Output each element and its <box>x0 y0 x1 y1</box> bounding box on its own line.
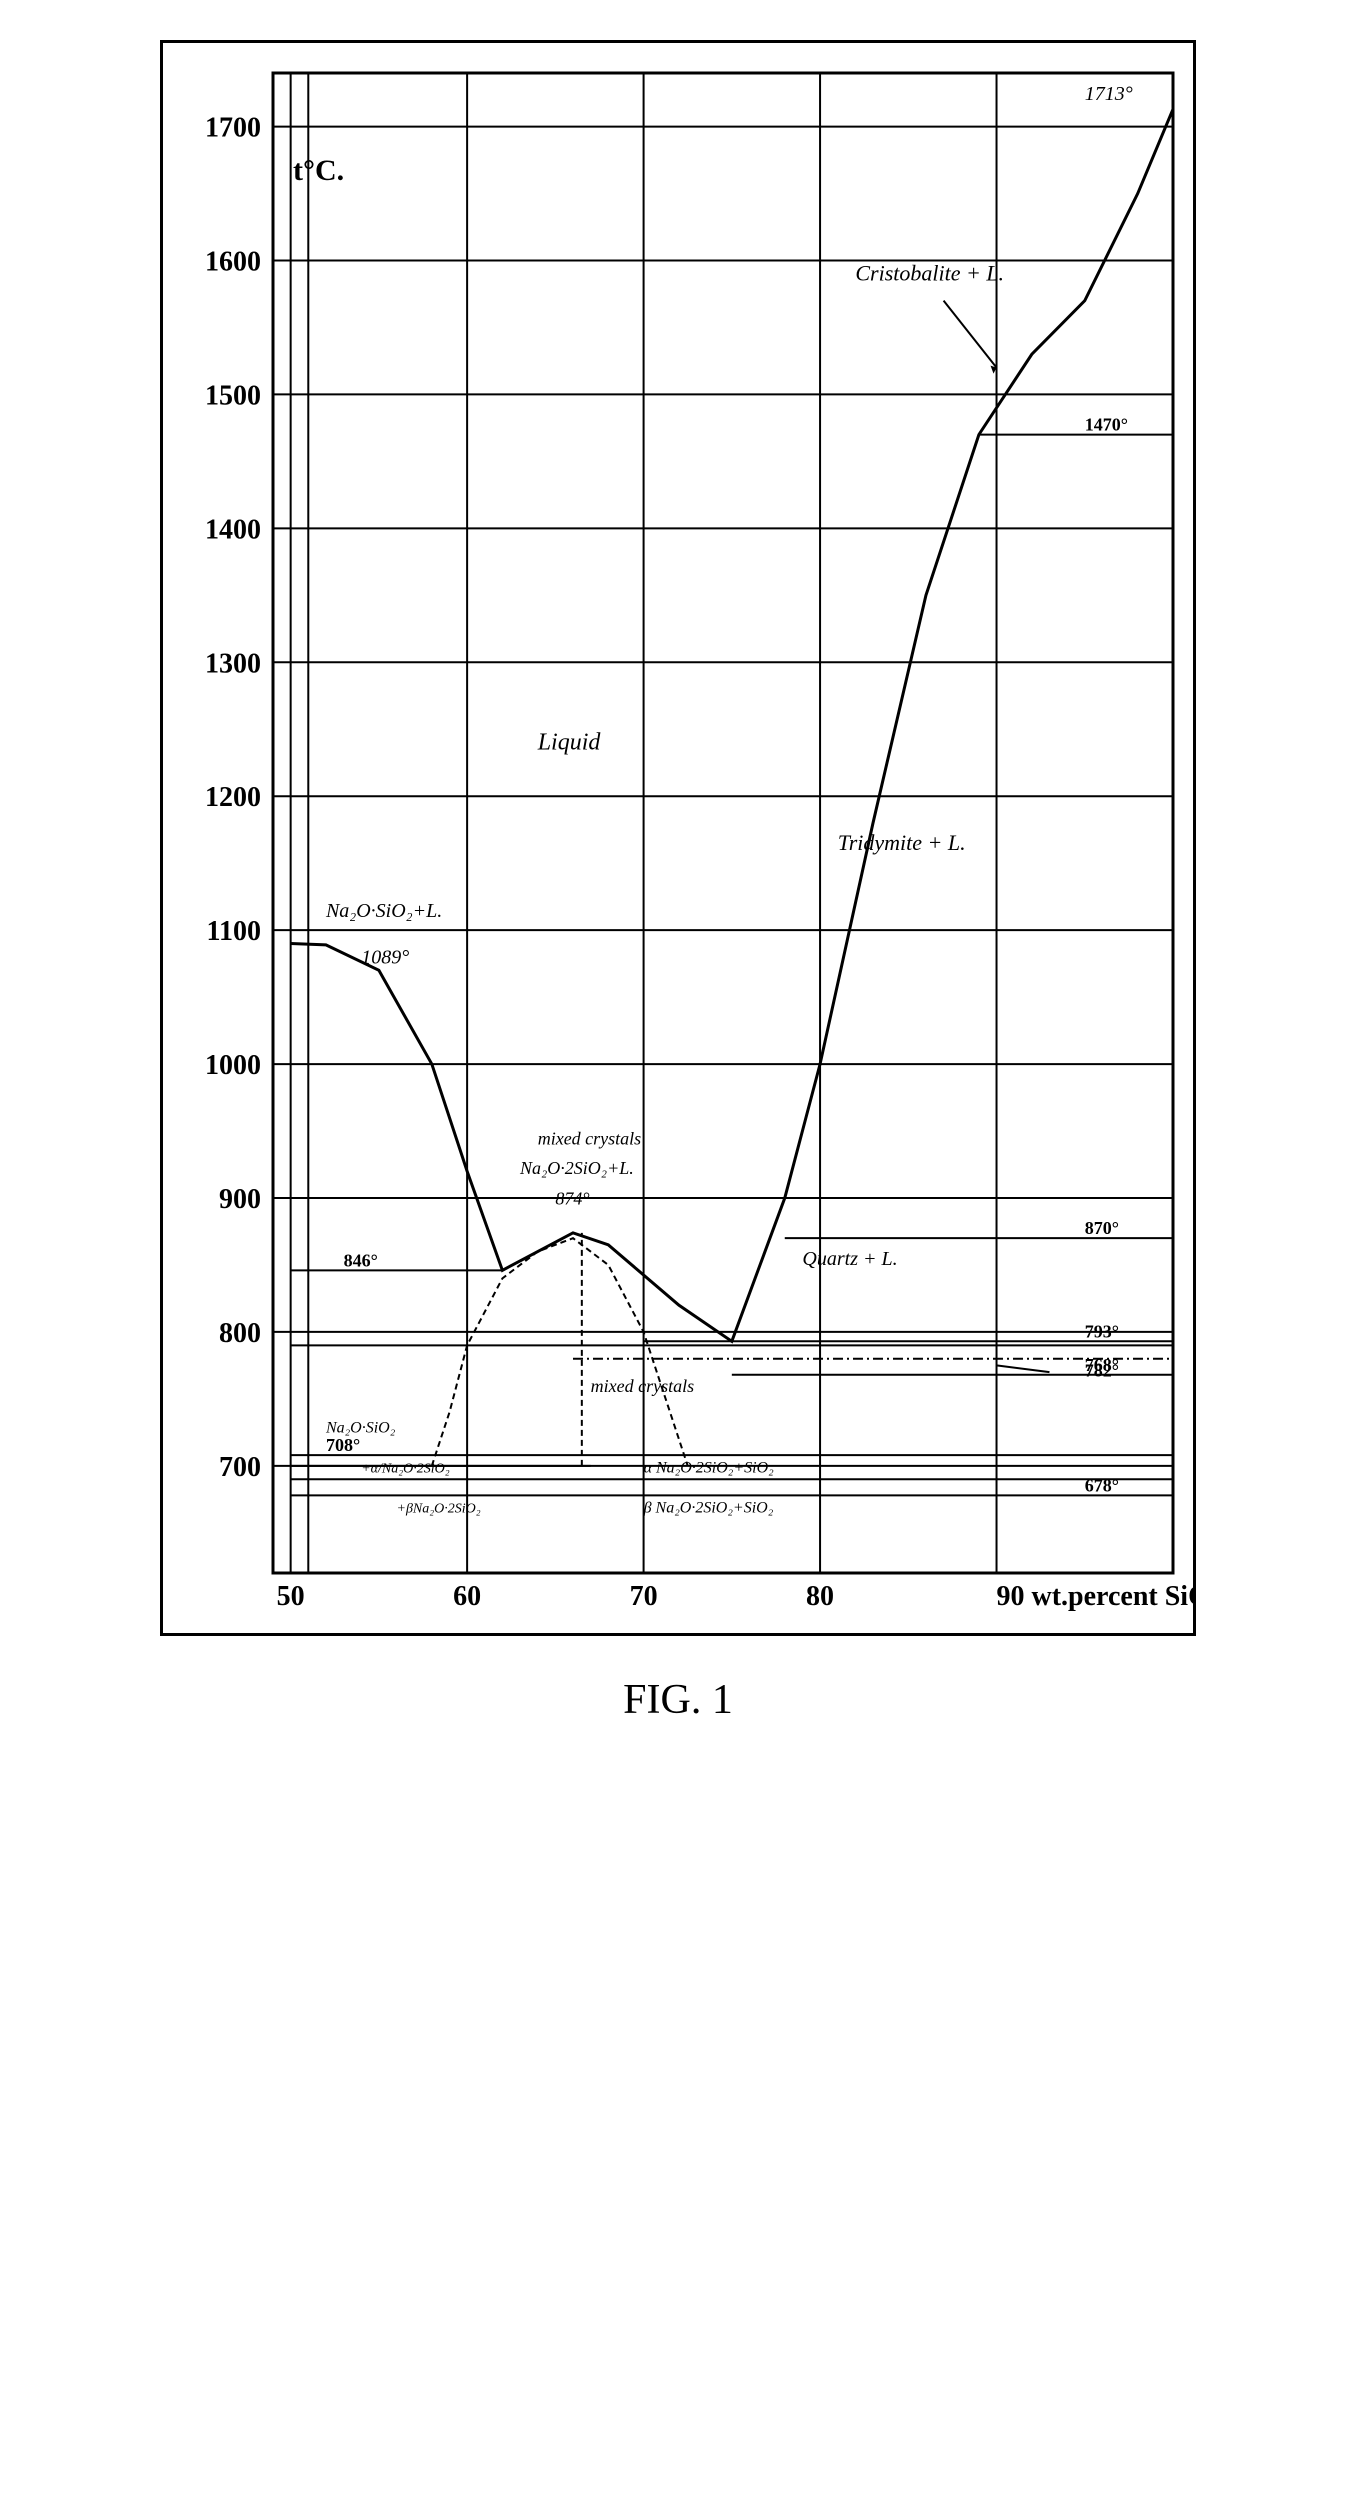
svg-text:1500: 1500 <box>205 380 261 411</box>
liquidus-curve <box>291 109 1173 1341</box>
svg-text:90 wt.percent SiO₂: 90 wt.percent SiO₂ <box>997 1581 1193 1612</box>
svg-text:1400: 1400 <box>205 514 261 545</box>
svg-text:1470°: 1470° <box>1085 415 1128 435</box>
svg-text:mixed crystals: mixed crystals <box>538 1128 641 1148</box>
svg-text:Quartz + L.: Quartz + L. <box>802 1248 897 1270</box>
svg-text:Na₂O·SiO₂+L.: Na₂O·SiO₂+L. <box>325 900 442 922</box>
phase-diagram-chart: 700 800 900 1000 1100 1200 1300 1400 1500 1600 170… <box>160 40 1196 1636</box>
svg-text:1089°: 1089° <box>361 947 409 969</box>
svg-text:50: 50 <box>277 1581 305 1612</box>
svg-text:1600: 1600 <box>205 247 261 278</box>
svg-text:1000: 1000 <box>205 1050 261 1081</box>
svg-text:Na₂O·2SiO₂+L.: Na₂O·2SiO₂+L. <box>519 1158 634 1178</box>
svg-text:t°C.: t°C. <box>293 154 344 187</box>
svg-text:70: 70 <box>630 1581 658 1612</box>
svg-text:β Na₂O·2SiO₂+SiO₂: β Na₂O·2SiO₂+SiO₂ <box>643 1500 774 1517</box>
svg-text:700: 700 <box>219 1452 261 1483</box>
svg-text:Cristobalite + L.: Cristobalite + L. <box>855 261 1004 286</box>
svg-text:874°: 874° <box>555 1189 589 1209</box>
svg-text:793°: 793° <box>1085 1321 1119 1341</box>
svg-text:1200: 1200 <box>205 782 261 813</box>
svg-text:1300: 1300 <box>205 648 261 679</box>
svg-text:Tridymite + L.: Tridymite + L. <box>838 830 966 855</box>
svg-text:α Na₂O·2SiO₂+SiO₂: α Na₂O·2SiO₂+SiO₂ <box>644 1460 775 1477</box>
svg-text:846°: 846° <box>344 1250 378 1270</box>
svg-text:1700: 1700 <box>205 113 261 144</box>
svg-text:1713°: 1713° <box>1085 83 1133 105</box>
svg-text:900: 900 <box>219 1184 261 1215</box>
chart-svg: 700 800 900 1000 1100 1200 1300 1400 1500 1600 170… <box>163 43 1193 1633</box>
figure-caption: FIG. 1 <box>623 1676 733 1724</box>
svg-text:708°: 708° <box>326 1435 360 1455</box>
svg-text:782°: 782° <box>1085 1361 1119 1381</box>
svg-text:+βNa₂O·2SiO₂: +βNa₂O·2SiO₂ <box>397 1502 481 1517</box>
svg-text:mixed crystals: mixed crystals <box>591 1376 694 1396</box>
dome-curve <box>432 1238 688 1466</box>
svg-text:60: 60 <box>453 1581 481 1612</box>
svg-text:800: 800 <box>219 1318 261 1349</box>
svg-text:+α/Na₂O·2SiO₂: +α/Na₂O·2SiO₂ <box>361 1462 450 1477</box>
svg-text:1100: 1100 <box>207 916 261 947</box>
svg-text:Na₂O·SiO₂: Na₂O·SiO₂ <box>325 1419 396 1436</box>
svg-text:Liquid: Liquid <box>537 729 602 755</box>
svg-text:678°: 678° <box>1085 1475 1119 1495</box>
svg-text:870°: 870° <box>1085 1218 1119 1238</box>
svg-text:80: 80 <box>806 1581 834 1612</box>
